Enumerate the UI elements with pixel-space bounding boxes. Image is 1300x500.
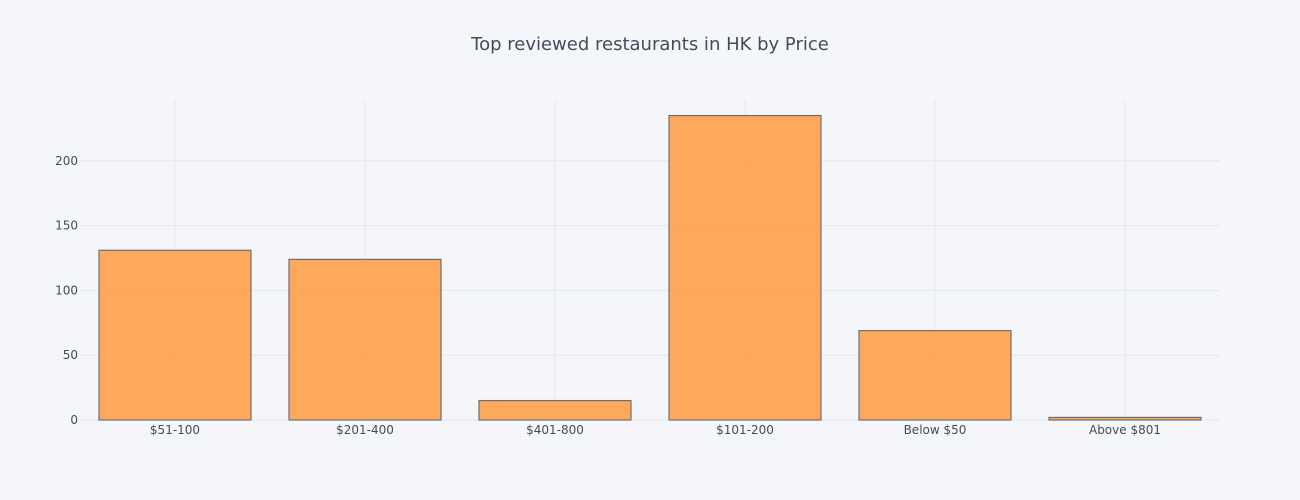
bar[interactable] [668, 114, 822, 421]
x-tick-label: $401-800 [526, 423, 584, 437]
y-tick-label: 0 [70, 413, 78, 427]
chart-title: Top reviewed restaurants in HK by Price [470, 34, 829, 55]
bar[interactable] [288, 258, 442, 421]
bar[interactable] [1048, 416, 1202, 421]
y-axis: 0 50 100 150 200 [55, 154, 78, 427]
bars-layer [98, 114, 1202, 421]
x-tick-label: $101-200 [716, 423, 774, 437]
x-tick-label: Below $50 [904, 423, 967, 437]
x-tick-label: $201-400 [336, 423, 394, 437]
bar[interactable] [478, 399, 632, 421]
bar[interactable] [858, 330, 1012, 421]
x-axis: $51-100 $201-400 $401-800 $101-200 Below $50… [150, 423, 1161, 437]
y-tick-label: 100 [55, 283, 78, 297]
x-tick-label: Above $801 [1089, 423, 1161, 437]
y-tick-label: 200 [55, 154, 78, 168]
x-tick-label: $51-100 [150, 423, 200, 437]
bar[interactable] [98, 249, 252, 421]
y-tick-label: 50 [63, 348, 78, 362]
y-tick-label: 150 [55, 219, 78, 233]
